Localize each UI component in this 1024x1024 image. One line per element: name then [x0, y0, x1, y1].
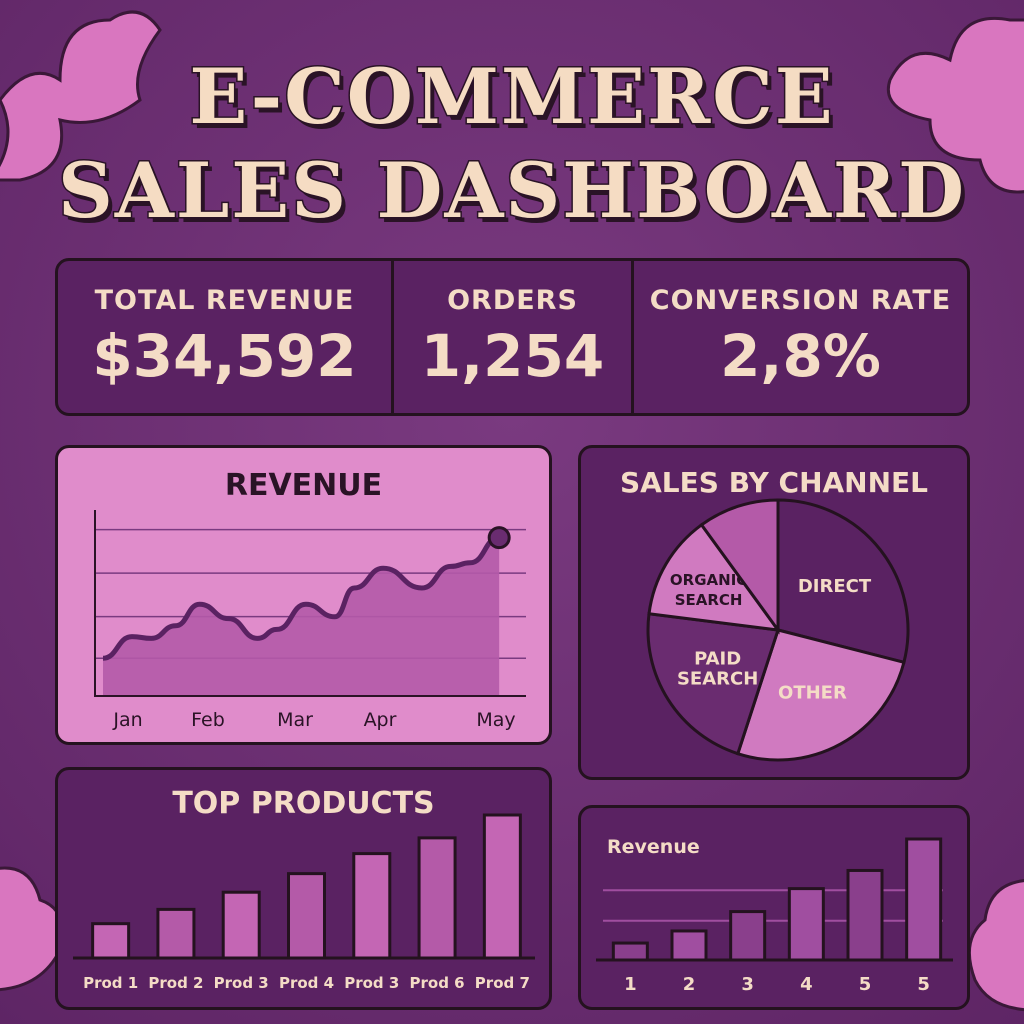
- x-tick-label: Prod 6: [410, 974, 465, 992]
- revenue-line-chart: Jan Feb Mar Apr May: [94, 510, 526, 731]
- kpi-conversion-rate: CONVERSION RATE 2,8%: [631, 261, 967, 413]
- x-tick-label: 2: [683, 974, 696, 995]
- pie-label: DIRECT: [798, 576, 872, 597]
- x-tick-label: Prod 7: [475, 974, 530, 992]
- series-line: [102, 535, 500, 661]
- bar: [156, 907, 196, 960]
- kpi-value: $34,592: [92, 321, 357, 390]
- revenue-bar-chart: 1 2 3 4 5 5: [596, 837, 953, 995]
- title-line-2: SALES DASHBOARD: [56, 145, 966, 237]
- x-tick-label: Feb: [191, 709, 225, 731]
- bar: [729, 910, 767, 962]
- pie-slice: [647, 522, 782, 632]
- x-tick-label: Prod 4: [279, 974, 334, 992]
- top-products-card: TOP PRODUCTS Prod 1 Prod 2 Prod 3 Prod 4 Pro…: [55, 767, 552, 1010]
- x-tick-label: 4: [800, 974, 813, 995]
- x-tick-label: Prod 1: [83, 974, 138, 992]
- cloud-bottom-right: [967, 879, 1024, 1012]
- cloud-top-left: [0, 10, 162, 182]
- bar: [482, 813, 522, 960]
- pie-slice: [735, 628, 906, 762]
- axes: [94, 510, 526, 697]
- kpi-total-revenue: TOTAL REVENUE $34,592: [58, 261, 391, 413]
- pie-slice: [646, 612, 780, 756]
- kpi-label: TOTAL REVENUE: [94, 284, 355, 316]
- chart-title: TOP PRODUCTS: [172, 786, 435, 821]
- bar: [611, 941, 649, 962]
- revenue-line-chart-card: REVENUE Jan Feb Mar Apr May: [55, 445, 552, 745]
- end-point-marker: [487, 526, 511, 550]
- pie-label: OTHER: [778, 683, 847, 704]
- bar: [905, 837, 943, 962]
- x-tick-label: 1: [624, 974, 637, 995]
- kpi-panel: TOTAL REVENUE $34,592 ORDERS 1,254 CONVE…: [55, 258, 970, 416]
- sales-by-channel-card: SALES BY CHANNEL DIRECT OTHER PAID SEARCH OR…: [578, 445, 970, 780]
- x-tick-label: 5: [917, 974, 930, 995]
- x-tick-label: 5: [859, 974, 872, 995]
- pie-label: ORGANIC: [670, 571, 747, 589]
- top-products-bar-chart: Prod 1 Prod 2 Prod 3 Prod 4 Prod 3 Prod 6 Prod…: [73, 813, 535, 992]
- bar: [787, 887, 825, 962]
- title-line-1: E-COMMERCE: [188, 51, 835, 143]
- kpi-orders: ORDERS 1,254: [391, 261, 631, 413]
- pie-label: SEARCH: [677, 668, 758, 689]
- x-tick-label: Prod 3: [214, 974, 269, 992]
- bar: [287, 872, 326, 960]
- cloud-bottom-left: [0, 866, 64, 992]
- bar: [91, 922, 131, 960]
- bar: [670, 929, 708, 962]
- chart-title: REVENUE: [224, 468, 383, 503]
- kpi-label: ORDERS: [447, 284, 578, 316]
- pie-label: SEARCH: [675, 591, 743, 609]
- pie-slice: [699, 498, 780, 635]
- kpi-value: 1,254: [420, 321, 605, 390]
- x-tick-label: Mar: [277, 709, 313, 731]
- chart-title: Revenue: [607, 836, 700, 858]
- x-tick-label: Prod 3: [344, 974, 399, 992]
- kpi-label: CONVERSION RATE: [649, 284, 952, 316]
- bar: [221, 890, 261, 960]
- x-tick-label: Jan: [112, 709, 142, 731]
- cloud-top-right: [887, 16, 1024, 194]
- x-tick-label: May: [476, 709, 515, 731]
- kpi-value: 2,8%: [720, 321, 881, 390]
- x-tick-label: 3: [741, 974, 754, 995]
- bar: [846, 868, 884, 962]
- chart-title: SALES BY CHANNEL: [619, 466, 929, 499]
- pie-slice: [776, 498, 910, 665]
- x-tick-label: Apr: [364, 709, 397, 731]
- revenue-bar-chart-card: Revenue 1 2 3 4 5 5: [578, 805, 970, 1010]
- pie-label: PAID: [694, 648, 741, 669]
- bar: [417, 836, 457, 960]
- bar: [352, 852, 392, 960]
- x-tick-label: Prod 2: [148, 974, 203, 992]
